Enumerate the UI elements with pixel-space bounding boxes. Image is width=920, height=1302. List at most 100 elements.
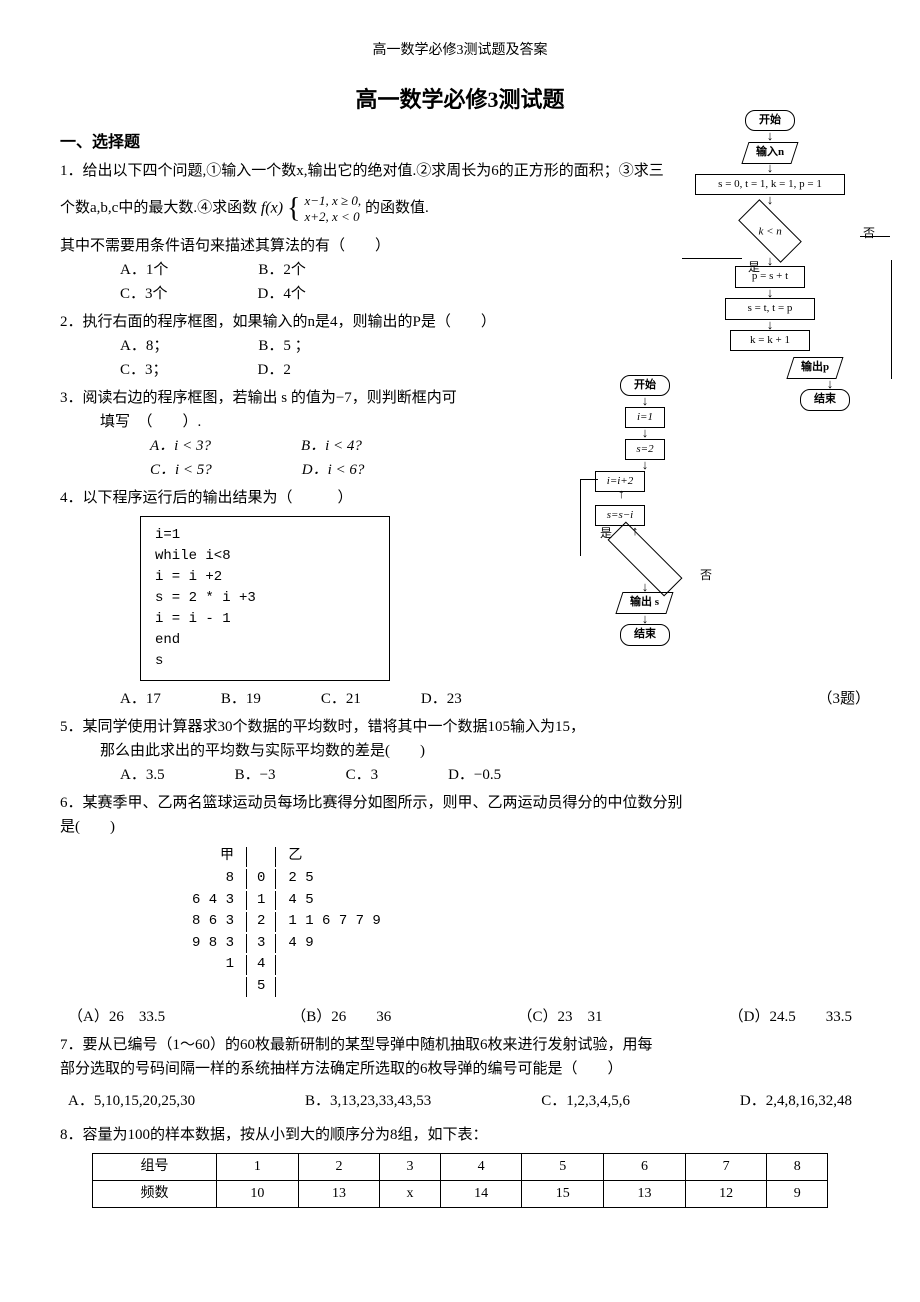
stem-leaf-plot: 甲乙 802 5 6 4 314 5 8 6 321 1 6 7 7 9 9 8…	[180, 845, 393, 998]
page-header: 高一数学必修3测试题及答案	[60, 40, 860, 62]
q5-opt-d: D．−0.5	[448, 763, 501, 787]
code-line: i=1	[155, 525, 375, 546]
flowchart-q3: 开始 ↓ i=1 ↓ s=2 ↓ i=i+2 ↑ s=s−i ↑ 是 否 ↓ 输…	[560, 375, 730, 646]
sl-l	[182, 977, 244, 997]
flow1-cond: k < n	[738, 199, 802, 263]
table-cell: 10	[217, 1180, 299, 1207]
sl-s: 3	[246, 934, 276, 954]
q6-opt-b: （B）26 36	[291, 1005, 391, 1029]
stemleaf-header-l: 甲	[182, 847, 244, 867]
code-line: s	[155, 651, 375, 672]
q1-opt-c: C．3个	[120, 282, 168, 306]
table-row: 组号 1 2 3 4 5 6 7 8	[93, 1153, 828, 1180]
q4-opt-d: D．23	[421, 687, 462, 711]
sl-r: 2 5	[278, 869, 390, 889]
content-area: 开始 ↓ 输入n ↓ s = 0, t = 1, k = 1, p = 1 ↓ …	[60, 130, 860, 1209]
sl-s: 1	[246, 891, 276, 911]
q5-stem-line1: 5．某同学使用计算器求30个数据的平均数时，错将其中一个数据105输入为15，	[60, 715, 860, 739]
q5-opt-a: A．3.5	[120, 763, 165, 787]
code-line: i = i - 1	[155, 609, 375, 630]
q7-opt-a: A．5,10,15,20,25,30	[68, 1089, 195, 1113]
flow1-end: 结束	[800, 389, 850, 411]
q5-stem-line2: 那么由此求出的平均数与实际平均数的差是( )	[100, 739, 860, 763]
q4-opt-c: C．21	[321, 687, 361, 711]
table-cell: 组号	[93, 1153, 217, 1180]
q3-opt-c: C．i < 5?	[150, 458, 212, 482]
q2-opt-a: A．8；	[120, 334, 168, 358]
code-line: i = i +2	[155, 567, 375, 588]
table-cell: 8	[767, 1153, 828, 1180]
q6-opt-c: （C）23 31	[517, 1005, 602, 1029]
q6-opt-a: （A）26 33.5	[68, 1005, 165, 1029]
q6-stem-line1: 6．某赛季甲、乙两名篮球运动员每场比赛得分如图所示，则甲、乙两运动员得分的中位数…	[60, 791, 860, 815]
table-cell: 3	[380, 1153, 440, 1180]
flow2-end: 结束	[620, 624, 670, 646]
q3-opt-a: A．i < 3?	[150, 434, 211, 458]
stemleaf-header-r: 乙	[278, 847, 390, 867]
flowchart-q2: 开始 ↓ 输入n ↓ s = 0, t = 1, k = 1, p = 1 ↓ …	[670, 110, 870, 411]
table-cell: 4	[440, 1153, 522, 1180]
q7-opt-d: D．2,4,8,16,32,48	[740, 1089, 852, 1113]
table-cell: 14	[440, 1180, 522, 1207]
sl-l: 6 4 3	[182, 891, 244, 911]
sl-s: 0	[246, 869, 276, 889]
sl-l: 8	[182, 869, 244, 889]
q3-opt-d: D．i < 6?	[302, 458, 365, 482]
frequency-table: 组号 1 2 3 4 5 6 7 8 频数 10 13 x 14 15 13 1…	[92, 1153, 828, 1209]
table-cell: 6	[604, 1153, 686, 1180]
question-6: 6．某赛季甲、乙两名篮球运动员每场比赛得分如图所示，则甲、乙两运动员得分的中位数…	[60, 791, 860, 1028]
table-row: 频数 10 13 x 14 15 13 12 9	[93, 1180, 828, 1207]
question-7: 7．要从已编号（1～60）的60枚最新研制的某型导弹中随机抽取6枚来进行发射试验…	[60, 1033, 860, 1113]
table-cell: 9	[767, 1180, 828, 1207]
sl-r: 4 9	[278, 934, 390, 954]
q2-opt-d: D．2	[258, 358, 291, 382]
q4-opt-a: A．17	[120, 687, 161, 711]
table-cell: 12	[685, 1180, 767, 1207]
q4-opt-b: B．19	[221, 687, 261, 711]
code-line: end	[155, 630, 375, 651]
table-cell: 2	[298, 1153, 380, 1180]
flow1-b3: k = k + 1	[730, 330, 810, 352]
table-cell: 1	[217, 1153, 299, 1180]
q1-opt-a: A．1个	[120, 258, 168, 282]
q7-stem-line1: 7．要从已编号（1～60）的60枚最新研制的某型导弹中随机抽取6枚来进行发射试验…	[60, 1033, 860, 1057]
q4-code-box: i=1 while i<8 i = i +2 s = 2 * i +3 i = …	[140, 516, 390, 681]
q6-stem-line2: 是( )	[60, 815, 860, 839]
sl-s: 4	[246, 955, 276, 975]
flow1-output: 输出p	[786, 357, 843, 379]
table-cell: x	[380, 1180, 440, 1207]
q5-opt-c: C．3	[346, 763, 379, 787]
sl-r: 1 1 6 7 7 9	[278, 912, 390, 932]
q8-stem: 8．容量为100的样本数据，按从小到大的顺序分为8组，如下表：	[60, 1123, 860, 1147]
q2-opt-b: B．5 ；	[258, 334, 309, 358]
sl-s: 5	[246, 977, 276, 997]
q7-opt-c: C．1,2,3,4,5,6	[541, 1089, 630, 1113]
table-cell: 13	[604, 1180, 686, 1207]
sl-s: 2	[246, 912, 276, 932]
code-line: s = 2 * i +3	[155, 588, 375, 609]
q3-opt-b: B．i < 4?	[301, 434, 362, 458]
table-cell: 7	[685, 1153, 767, 1180]
sl-r	[278, 977, 390, 997]
sl-r: 4 5	[278, 891, 390, 911]
flow2-no-label: 否	[700, 566, 712, 585]
q7-opt-b: B．3,13,23,33,43,53	[305, 1089, 431, 1113]
sl-l: 9 8 3	[182, 934, 244, 954]
q6-opt-d: （D）24.5 33.5	[729, 1005, 852, 1029]
q1-opt-d: D．4个	[258, 282, 306, 306]
flow1-no-label: 否	[863, 224, 875, 243]
q1-opt-b: B．2个	[258, 258, 306, 282]
q4-note: （3题）	[817, 687, 870, 711]
flow2-output: 输出 s	[616, 592, 674, 614]
q3-stem-line2: 填写 （ ）.	[100, 410, 860, 434]
q7-stem-line2: 部分选取的号码间隔一样的系统抽样方法确定所选取的6枚导弹的编号可能是（ ）	[60, 1057, 860, 1081]
table-cell: 15	[522, 1180, 604, 1207]
sl-l: 1	[182, 955, 244, 975]
question-8: 8．容量为100的样本数据，按从小到大的顺序分为8组，如下表： 组号 1 2 3…	[60, 1123, 860, 1209]
code-line: while i<8	[155, 546, 375, 567]
question-5: 5．某同学使用计算器求30个数据的平均数时，错将其中一个数据105输入为15， …	[60, 715, 860, 787]
sl-r	[278, 955, 390, 975]
question-4: 4．以下程序运行后的输出结果为（ ） i=1 while i<8 i = i +…	[60, 486, 860, 711]
table-cell: 5	[522, 1153, 604, 1180]
flow1-yes-label: 是	[748, 258, 760, 277]
